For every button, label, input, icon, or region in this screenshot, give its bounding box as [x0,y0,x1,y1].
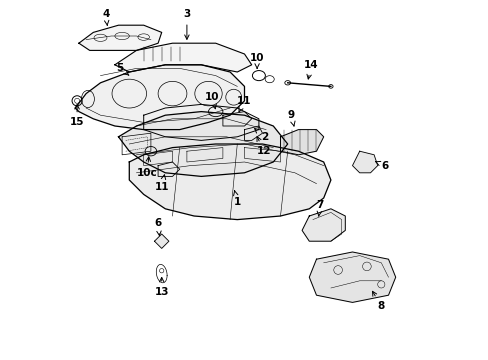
Text: 12: 12 [257,137,271,156]
Polygon shape [280,130,323,155]
Text: 13: 13 [154,278,169,297]
Polygon shape [309,252,395,302]
Polygon shape [244,126,262,140]
Text: 10: 10 [249,53,264,68]
Polygon shape [118,112,287,176]
Polygon shape [352,151,377,173]
Polygon shape [154,234,168,248]
Text: 3: 3 [183,9,190,39]
Text: 10: 10 [204,92,219,109]
Text: 1: 1 [233,191,241,207]
Text: 7: 7 [316,200,323,216]
Polygon shape [75,65,244,130]
Text: 5: 5 [117,63,129,75]
Text: 6: 6 [375,161,388,171]
Polygon shape [79,25,162,50]
Text: 4: 4 [102,9,109,25]
Text: 11: 11 [237,96,251,112]
Polygon shape [115,43,251,72]
Text: 15: 15 [70,105,84,127]
Polygon shape [129,144,330,220]
Text: 6: 6 [154,218,162,235]
Polygon shape [223,112,251,126]
Text: 14: 14 [303,60,318,79]
Polygon shape [158,162,179,176]
Text: 9: 9 [287,110,294,126]
Text: 11: 11 [154,175,169,192]
Text: 10c: 10c [137,157,157,178]
Text: 8: 8 [372,291,384,311]
Polygon shape [302,209,345,241]
Text: 2: 2 [254,129,267,142]
